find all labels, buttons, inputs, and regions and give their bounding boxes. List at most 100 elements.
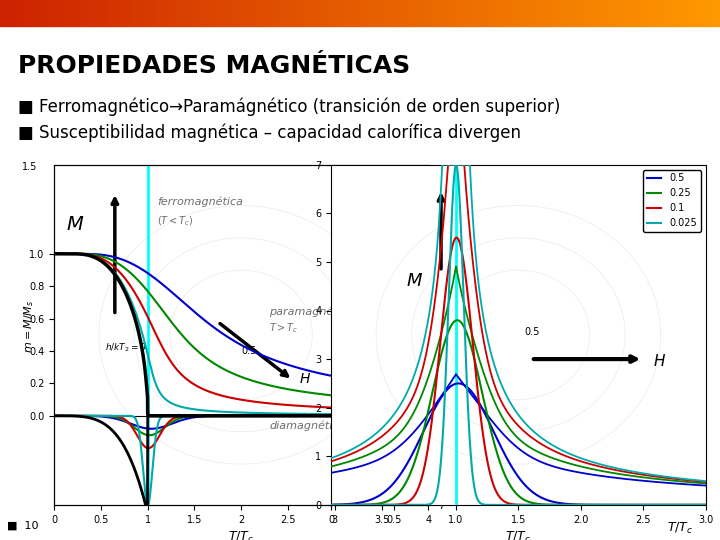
Bar <box>238 0 240 26</box>
Bar <box>365 0 367 26</box>
Text: $(T < T_c)$: $(T < T_c)$ <box>157 215 194 228</box>
Bar <box>614 0 617 26</box>
Bar <box>240 0 243 26</box>
Bar <box>444 0 446 26</box>
Bar <box>531 0 533 26</box>
Bar <box>396 0 398 26</box>
Bar <box>475 0 477 26</box>
Bar <box>144 0 146 26</box>
Bar <box>228 0 230 26</box>
Bar <box>377 0 379 26</box>
Bar <box>518 0 521 26</box>
Bar <box>535 0 538 26</box>
Bar <box>441 0 444 26</box>
Bar <box>562 0 564 26</box>
Bar <box>398 0 401 26</box>
Bar <box>351 0 353 26</box>
Bar <box>338 0 341 26</box>
Bar <box>103 0 106 26</box>
Bar <box>689 0 691 26</box>
Bar <box>708 0 711 26</box>
Bar <box>202 0 204 26</box>
Bar <box>74 0 77 26</box>
Bar <box>675 0 677 26</box>
Bar <box>166 0 168 26</box>
Bar <box>187 0 189 26</box>
Bar <box>413 0 415 26</box>
Bar <box>394 0 396 26</box>
Text: $C_H/R$: $C_H/R$ <box>475 443 489 469</box>
Bar <box>718 0 720 26</box>
Bar <box>233 0 235 26</box>
Bar <box>84 0 86 26</box>
Bar <box>106 0 108 26</box>
Bar <box>264 0 266 26</box>
Bar <box>9 0 12 26</box>
Bar <box>302 0 305 26</box>
Bar <box>225 0 228 26</box>
Bar <box>293 0 295 26</box>
Bar <box>101 0 103 26</box>
Bar <box>706 0 708 26</box>
Bar <box>590 0 593 26</box>
Bar <box>528 0 531 26</box>
Bar <box>346 0 348 26</box>
Bar <box>499 0 502 26</box>
Bar <box>449 0 451 26</box>
Bar <box>567 0 569 26</box>
Bar <box>468 0 470 26</box>
Bar <box>540 0 542 26</box>
Bar <box>677 0 679 26</box>
Bar <box>521 0 523 26</box>
Bar <box>434 0 437 26</box>
Bar <box>662 0 665 26</box>
Bar <box>713 0 715 26</box>
Bar <box>686 0 689 26</box>
Text: 0.02: 0.02 <box>372 396 392 405</box>
Bar <box>473 0 475 26</box>
Bar <box>91 0 94 26</box>
Bar <box>24 0 27 26</box>
Bar <box>578 0 581 26</box>
Text: $h/kT_2 = 0$: $h/kT_2 = 0$ <box>106 342 148 354</box>
Bar <box>382 0 384 26</box>
Bar <box>137 0 139 26</box>
Bar <box>367 0 369 26</box>
Bar <box>271 0 274 26</box>
Text: $m = M/M_s$: $m = M/M_s$ <box>22 300 35 353</box>
Bar <box>310 0 312 26</box>
Bar <box>617 0 619 26</box>
Bar <box>477 0 480 26</box>
Bar <box>538 0 540 26</box>
Bar <box>163 0 166 26</box>
Text: 1.5: 1.5 <box>22 161 37 172</box>
Bar <box>254 0 257 26</box>
Bar <box>410 0 413 26</box>
Bar <box>161 0 163 26</box>
Text: 0.5: 0.5 <box>241 346 256 356</box>
Bar <box>454 0 456 26</box>
Bar <box>384 0 387 26</box>
Bar <box>336 0 338 26</box>
Bar <box>679 0 682 26</box>
Bar <box>432 0 434 26</box>
Text: $T/T_c$: $T/T_c$ <box>667 521 693 536</box>
Bar <box>324 0 326 26</box>
Bar <box>0 0 2 26</box>
Bar <box>125 0 127 26</box>
Bar <box>43 0 45 26</box>
Bar <box>63 0 65 26</box>
Bar <box>439 0 441 26</box>
Bar <box>360 0 362 26</box>
Bar <box>437 0 439 26</box>
Text: ■  10: ■ 10 <box>7 520 39 530</box>
Bar <box>108 0 110 26</box>
Bar <box>149 0 151 26</box>
Bar <box>5 0 7 26</box>
Text: $T > T_c$: $T > T_c$ <box>269 321 299 335</box>
Bar <box>607 0 610 26</box>
Bar <box>197 0 199 26</box>
Bar <box>218 0 221 26</box>
Bar <box>655 0 657 26</box>
Bar <box>189 0 192 26</box>
